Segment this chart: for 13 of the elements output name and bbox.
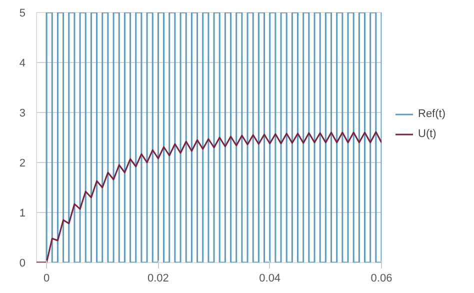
x-tick-label: 0.04 <box>259 272 281 284</box>
legend-label: Ref(t) <box>418 108 446 120</box>
x-tick-label: 0.06 <box>370 272 392 284</box>
y-tick-label: 5 <box>19 8 26 20</box>
y-tick-label: 2 <box>19 158 26 170</box>
y-tick-label: 0 <box>19 258 26 270</box>
x-tick-label: 0.02 <box>147 272 169 284</box>
legend-label: U(t) <box>418 128 438 140</box>
y-tick-label: 3 <box>19 108 26 120</box>
y-tick-label: 4 <box>19 58 26 70</box>
line-series <box>36 131 382 262</box>
x-tick-label: 0 <box>43 272 50 284</box>
y-tick-label: 1 <box>19 208 26 220</box>
